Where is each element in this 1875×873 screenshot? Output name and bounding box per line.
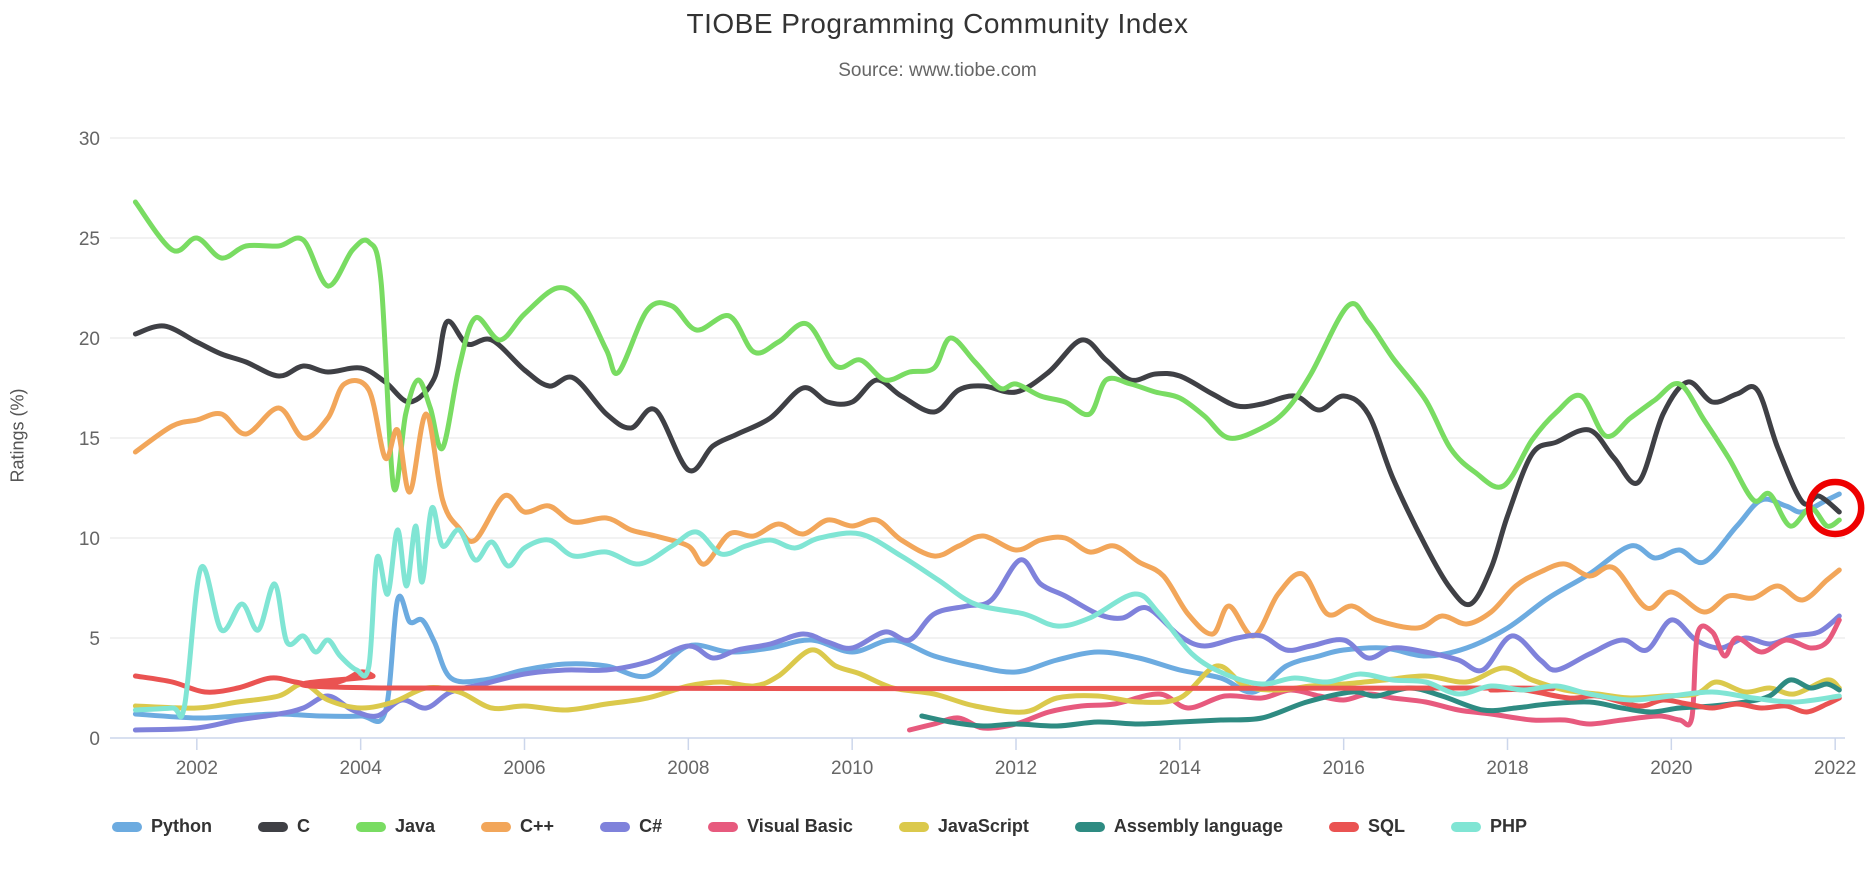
legend-item-visual-basic[interactable]: Visual Basic: [708, 816, 853, 837]
legend-swatch-icon: [1328, 821, 1359, 832]
y-tick-label-10: 10: [79, 529, 100, 550]
x-tick-label-2012: 2012: [995, 758, 1037, 779]
chart-title: TIOBE Programming Community Index: [686, 8, 1189, 39]
legend-swatch-icon: [708, 821, 739, 832]
y-tick-label-20: 20: [79, 329, 100, 350]
legend-item-label: C#: [639, 816, 663, 836]
legend-item-label: SQL: [1367, 816, 1405, 836]
y-tick-label-25: 25: [79, 229, 100, 250]
x-tick-label-2018: 2018: [1486, 758, 1528, 779]
series-line-assembly-language[interactable]: [919, 677, 1842, 729]
legend-item-label: C: [297, 816, 310, 836]
legend-item-java[interactable]: Java: [356, 816, 435, 837]
x-tick-label-2022: 2022: [1814, 758, 1856, 779]
x-tick-label-2006: 2006: [503, 758, 545, 779]
x-tick-label-2010: 2010: [831, 758, 873, 779]
series-line-php[interactable]: [132, 505, 1842, 720]
legend-item-label: Java: [395, 816, 436, 836]
series-line-java[interactable]: [132, 199, 1842, 529]
highlight-circle-annotation: [1805, 478, 1865, 538]
legend-item-c[interactable]: C++: [481, 816, 554, 837]
legend-item-label: JavaScript: [937, 816, 1029, 836]
series-line-python[interactable]: [132, 491, 1842, 725]
series-line-c[interactable]: [132, 318, 1842, 608]
legend-item-sql[interactable]: SQL: [1328, 816, 1405, 837]
x-tick-label-2020: 2020: [1650, 758, 1692, 779]
legend-item-php[interactable]: PHP: [1450, 816, 1527, 837]
legend-item-c[interactable]: C: [258, 816, 310, 837]
y-tick-label-0: 0: [89, 729, 100, 750]
y-tick-label-30: 30: [79, 129, 100, 150]
series-line-c[interactable]: [132, 378, 1842, 639]
legend-swatch-icon: [898, 821, 929, 832]
legend-item-label: PHP: [1489, 816, 1527, 836]
series-line-visual-basic[interactable]: [907, 617, 1842, 733]
legend-swatch-icon: [1074, 821, 1105, 832]
chart-legend: Python C Java C++ C# Visual Basic JavaScript As…: [112, 816, 1527, 837]
legend-swatch-icon: [600, 821, 631, 832]
legend-item-label: Assembly language: [1113, 816, 1283, 836]
legend-item-c[interactable]: C#: [600, 816, 662, 837]
legend-item-assembly-language[interactable]: Assembly language: [1074, 816, 1283, 837]
legend-swatch-icon: [112, 821, 142, 832]
series-line-c[interactable]: [132, 557, 1842, 733]
legend-item-label: Visual Basic: [747, 816, 853, 836]
legend-item-label: Python: [151, 816, 212, 836]
legend-item-label: C++: [520, 816, 555, 836]
legend-swatch-icon: [1450, 821, 1481, 832]
x-tick-label-2004: 2004: [340, 758, 383, 779]
legend-item-javascript[interactable]: JavaScript: [898, 816, 1029, 837]
x-tick-label-2002: 2002: [176, 758, 218, 779]
legend-item-python[interactable]: Python: [112, 816, 212, 837]
y-tick-label-15: 15: [79, 429, 100, 450]
legend-swatch-icon: [481, 821, 512, 832]
chart-subtitle: Source: www.tiobe.com: [838, 60, 1037, 81]
legend-swatch-icon: [258, 821, 288, 832]
y-tick-label-5: 5: [89, 629, 100, 650]
x-tick-label-2016: 2016: [1323, 758, 1365, 779]
x-tick-label-2014: 2014: [1159, 758, 1202, 779]
legend-swatch-icon: [356, 821, 386, 832]
x-tick-label-2008: 2008: [667, 758, 709, 779]
